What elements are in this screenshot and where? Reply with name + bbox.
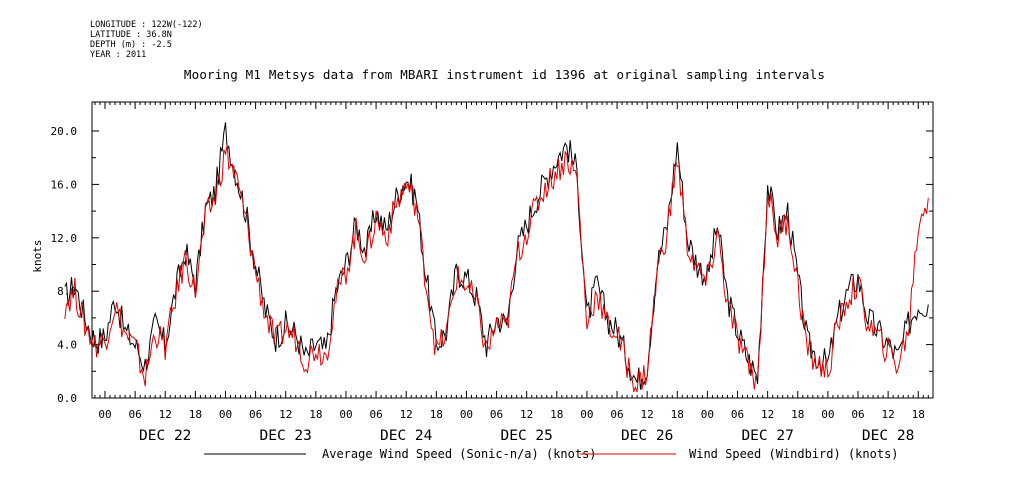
x-tick-label: 00: [580, 408, 593, 421]
legend-label-windbird: Wind Speed (Windbird) (knots): [689, 447, 899, 461]
y-tick-label: 16.0: [51, 178, 78, 191]
x-tick-label: 18: [550, 408, 563, 421]
x-day-label: DEC 27: [741, 428, 793, 444]
x-tick-label: 18: [791, 408, 804, 421]
y-tick-label: 20.0: [51, 125, 78, 138]
x-tick-label: 18: [189, 408, 202, 421]
x-tick-label: 06: [851, 408, 864, 421]
x-day-label: DEC 24: [380, 428, 433, 444]
series-line-sonic: [64, 122, 929, 390]
x-tick-label: 12: [520, 408, 533, 421]
y-tick-label: 0.0: [57, 392, 77, 405]
x-tick-label: 06: [249, 408, 262, 421]
x-day-label: DEC 22: [139, 428, 191, 444]
x-tick-label: 12: [279, 408, 292, 421]
y-tick-label: 12.0: [51, 232, 78, 245]
x-tick-label: 00: [460, 408, 473, 421]
x-tick-label: 18: [309, 408, 322, 421]
series-line-windbird: [64, 144, 929, 393]
year-text: YEAR : 2011: [90, 50, 147, 60]
x-tick-label: 12: [881, 408, 894, 421]
plot-frame: [91, 101, 934, 399]
x-tick-label: 18: [430, 408, 443, 421]
x-tick-label: 06: [610, 408, 623, 421]
y-axis-label: knots: [31, 239, 44, 272]
latitude-text: LATITUDE : 36.8N: [90, 30, 172, 40]
x-day-label: DEC 26: [621, 428, 673, 444]
longitude-text: LONGITUDE : 122W(-122): [90, 20, 203, 30]
x-tick-label: 00: [339, 408, 352, 421]
depth-text: DEPTH (m) : -2.5: [90, 40, 172, 50]
x-day-label: DEC 28: [862, 428, 914, 444]
x-tick-label: 12: [761, 408, 774, 421]
x-day-label: DEC 23: [260, 428, 312, 444]
x-day-label: DEC 25: [500, 428, 552, 444]
x-tick-label: 06: [128, 408, 141, 421]
x-tick-label: 00: [701, 408, 714, 421]
x-tick-label: 06: [731, 408, 744, 421]
x-tick-label: 12: [159, 408, 172, 421]
x-tick-label: 00: [98, 408, 111, 421]
x-tick-label: 06: [490, 408, 503, 421]
x-tick-label: 12: [641, 408, 654, 421]
metadata-block: LONGITUDE : 122W(-122) LATITUDE : 36.8N …: [90, 20, 203, 60]
chart-title: Mooring M1 Metsys data from MBARI instru…: [183, 67, 826, 82]
x-tick-label: 18: [671, 408, 684, 421]
legend-label-sonic: Average Wind Speed (Sonic-n/a) (knots): [322, 447, 597, 461]
x-tick-label: 18: [912, 408, 925, 421]
y-tick-label: 4.0: [57, 339, 77, 352]
x-tick-label: 00: [219, 408, 232, 421]
x-tick-label: 00: [821, 408, 834, 421]
x-tick-label: 12: [400, 408, 413, 421]
x-tick-label: 06: [369, 408, 382, 421]
